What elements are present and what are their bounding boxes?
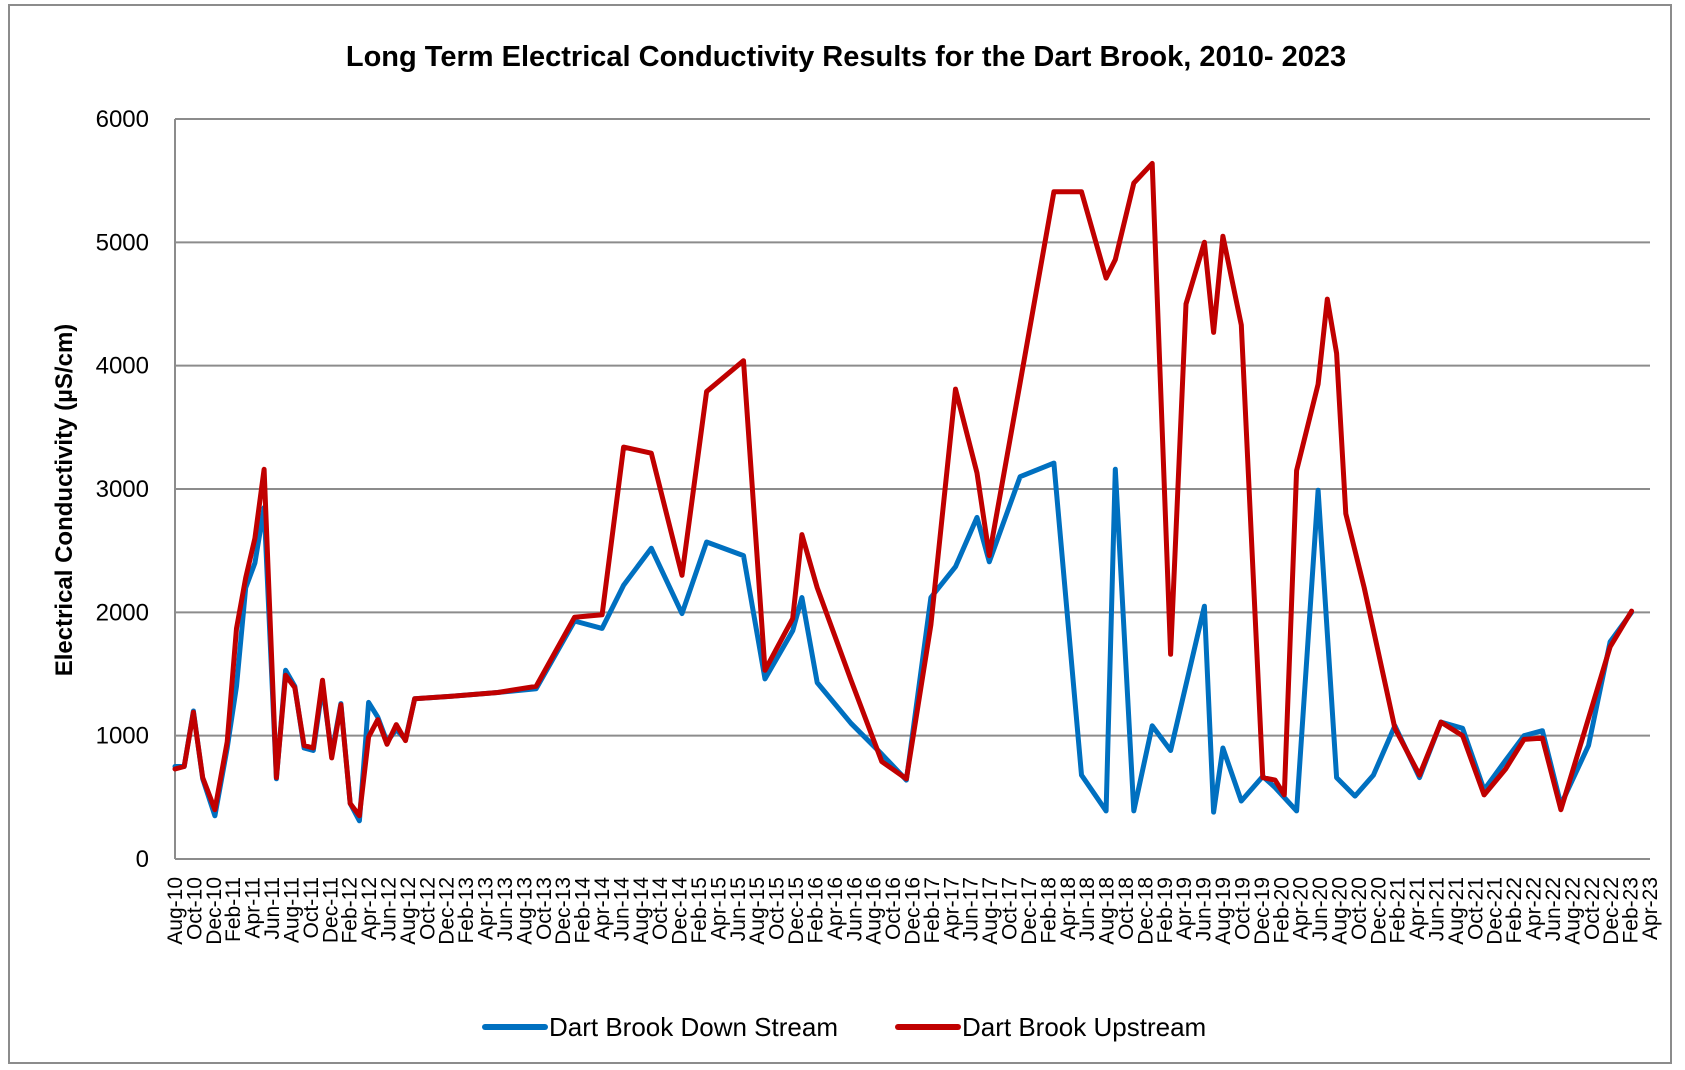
x-tick-label: Apr-18 xyxy=(1057,877,1080,940)
y-tick-label: 3000 xyxy=(96,476,149,503)
y-tick-label: 1000 xyxy=(96,723,149,750)
y-tick-label: 5000 xyxy=(96,229,149,256)
x-tick-label: Apr-23 xyxy=(1639,877,1662,940)
x-tick-label: Feb-12 xyxy=(339,877,362,944)
x-axis-ticks: Aug-10Oct-10Dec-10Feb-11Apr-11Jun-11Aug-… xyxy=(164,877,1662,945)
x-tick-label: Aug-17 xyxy=(979,877,1002,945)
series-line-upstream xyxy=(172,160,1635,819)
x-tick-label: Jun-12 xyxy=(377,877,400,941)
x-tick-label: Jun-18 xyxy=(1076,877,1099,941)
x-tick-label: Apr-15 xyxy=(707,877,730,940)
x-tick-label: Dec-17 xyxy=(1018,877,1041,945)
x-tick-label: Oct-20 xyxy=(1348,877,1371,940)
x-tick-label: Jun-13 xyxy=(494,877,517,941)
x-tick-label: Apr-16 xyxy=(824,877,847,940)
x-tick-label: Aug-14 xyxy=(630,877,653,945)
x-tick-label: Oct-18 xyxy=(1115,877,1138,940)
x-tick-label: Dec-12 xyxy=(436,877,459,945)
x-tick-label: Jun-15 xyxy=(727,877,750,941)
x-tick-label: Dec-20 xyxy=(1367,877,1390,945)
x-tick-label: Jun-14 xyxy=(610,877,633,942)
x-tick-label: Apr-19 xyxy=(1173,877,1196,940)
y-tick-label: 0 xyxy=(136,846,149,873)
x-tick-label: Aug-18 xyxy=(1096,877,1119,945)
x-tick-label: Aug-15 xyxy=(746,877,769,945)
legend-label: Dart Brook Upstream xyxy=(962,1012,1206,1042)
y-tick-label: 4000 xyxy=(96,353,149,380)
x-tick-label: Feb-15 xyxy=(688,877,711,944)
chart-frame xyxy=(8,4,1672,1064)
x-tick-label: Feb-14 xyxy=(572,877,595,944)
x-tick-label: Apr-21 xyxy=(1406,877,1429,940)
x-tick-label: Apr-14 xyxy=(591,877,614,940)
x-tick-label: Apr-20 xyxy=(1290,877,1313,940)
x-tick-label: Oct-19 xyxy=(1231,877,1254,940)
x-tick-label: Dec-22 xyxy=(1600,877,1623,945)
x-tick-label: Dec-18 xyxy=(1134,877,1157,945)
x-tick-label: Jun-11 xyxy=(261,877,284,940)
x-tick-label: Aug-20 xyxy=(1328,877,1351,945)
x-tick-label: Feb-19 xyxy=(1154,877,1177,944)
x-tick-label: Oct-21 xyxy=(1464,877,1487,940)
chart-title: Long Term Electrical Conductivity Result… xyxy=(346,41,1346,73)
x-tick-label: Feb-23 xyxy=(1620,877,1643,944)
x-tick-label: Oct-12 xyxy=(416,877,439,940)
x-tick-label: Jun-17 xyxy=(960,877,983,941)
y-tick-label: 6000 xyxy=(96,106,149,133)
x-tick-label: Dec-15 xyxy=(785,877,808,945)
x-tick-label: Aug-12 xyxy=(397,877,420,945)
x-tick-label: Oct-16 xyxy=(882,877,905,940)
y-axis-ticks: 0 1000 2000 3000 4000 5000 6000 xyxy=(96,106,149,873)
x-tick-label: Apr-22 xyxy=(1523,877,1546,940)
x-tick-label: Oct-13 xyxy=(533,877,556,940)
x-tick-label: Feb-16 xyxy=(804,877,827,944)
x-tick-label: Oct-22 xyxy=(1581,877,1604,940)
gridlines xyxy=(174,118,1650,860)
x-tick-label: Dec-16 xyxy=(902,877,925,945)
x-tick-label: Feb-18 xyxy=(1037,877,1060,944)
x-tick-label: Oct-11 xyxy=(300,877,323,938)
x-tick-label: Dec-21 xyxy=(1484,877,1507,945)
x-tick-label: Jun-19 xyxy=(1193,877,1216,941)
x-tick-label: Aug-19 xyxy=(1212,877,1235,945)
x-tick-label: Dec-19 xyxy=(1251,877,1274,945)
x-tick-label: Dec-11 xyxy=(319,877,342,943)
x-tick-label: Feb-21 xyxy=(1387,877,1410,944)
legend: Dart Brook Down Stream Dart Brook Upstrea… xyxy=(482,1012,1206,1042)
x-tick-label: Aug-16 xyxy=(863,877,886,945)
x-tick-label: Feb-13 xyxy=(455,877,478,944)
x-tick-label: Aug-13 xyxy=(513,877,536,945)
x-tick-label: Feb-20 xyxy=(1270,877,1293,944)
x-tick-label: Aug-22 xyxy=(1561,877,1584,945)
x-tick-label: Jun-20 xyxy=(1309,877,1332,941)
y-axis-label: Electrical Conductivity (µS/cm) xyxy=(51,324,78,677)
x-tick-label: Feb-22 xyxy=(1503,877,1526,944)
x-tick-label: Oct-17 xyxy=(999,877,1022,940)
x-tick-label: Jun-21 xyxy=(1426,877,1449,941)
x-tick-label: Jun-22 xyxy=(1542,877,1565,941)
x-tick-label: Jun-16 xyxy=(843,877,866,941)
series-lines xyxy=(172,160,1635,824)
x-tick-label: Dec-14 xyxy=(669,877,692,945)
legend-label: Dart Brook Down Stream xyxy=(549,1012,838,1042)
x-tick-label: Apr-17 xyxy=(940,877,963,940)
x-tick-label: Oct-10 xyxy=(183,877,206,940)
x-tick-label: Dec-13 xyxy=(552,877,575,945)
x-tick-label: Apr-11 xyxy=(242,877,265,938)
y-tick-label: 2000 xyxy=(96,599,149,626)
x-tick-label: Oct-15 xyxy=(766,877,789,940)
x-tick-label: Feb-11 xyxy=(222,877,245,942)
x-tick-label: Apr-13 xyxy=(475,877,498,940)
x-tick-label: Feb-17 xyxy=(921,877,944,944)
x-tick-label: Aug-10 xyxy=(164,877,187,945)
x-tick-label: Dec-10 xyxy=(203,877,226,945)
x-tick-label: Oct-14 xyxy=(649,877,672,940)
x-tick-label: Aug-11 xyxy=(280,877,303,943)
x-tick-label: Apr-12 xyxy=(358,877,381,940)
x-tick-label: Aug-21 xyxy=(1445,877,1468,945)
